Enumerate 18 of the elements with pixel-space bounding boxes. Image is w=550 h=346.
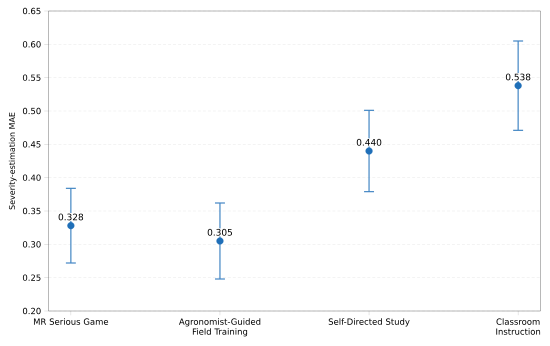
x-tick-label: Classroom Instruction bbox=[496, 318, 540, 335]
y-tick-label: 0.35 bbox=[22, 208, 40, 214]
y-tick-label: 0.20 bbox=[22, 308, 41, 314]
y-tick-label: 0.60 bbox=[22, 41, 41, 48]
y-tick-label: 0.65 bbox=[22, 8, 40, 14]
data-label: 0.328 bbox=[58, 214, 84, 220]
y-tick-label: 0.45 bbox=[22, 141, 40, 148]
data-label: 0.538 bbox=[506, 74, 530, 80]
x-tick-label: Agronomist-Guided Field Training bbox=[178, 318, 260, 336]
x-tick-label: Self-Directed Study bbox=[328, 318, 410, 326]
y-tick-label: 0.40 bbox=[22, 174, 41, 181]
data-label: 0.305 bbox=[208, 228, 232, 236]
y-tick-label: 0.30 bbox=[22, 241, 41, 248]
data-label: 0.440 bbox=[356, 138, 382, 146]
x-tick-label: MR Serious Game bbox=[34, 318, 108, 325]
y-tick-label: 0.50 bbox=[22, 108, 41, 114]
y-tick-label: 0.55 bbox=[22, 74, 40, 81]
y-tick-label: 0.25 bbox=[22, 274, 40, 281]
